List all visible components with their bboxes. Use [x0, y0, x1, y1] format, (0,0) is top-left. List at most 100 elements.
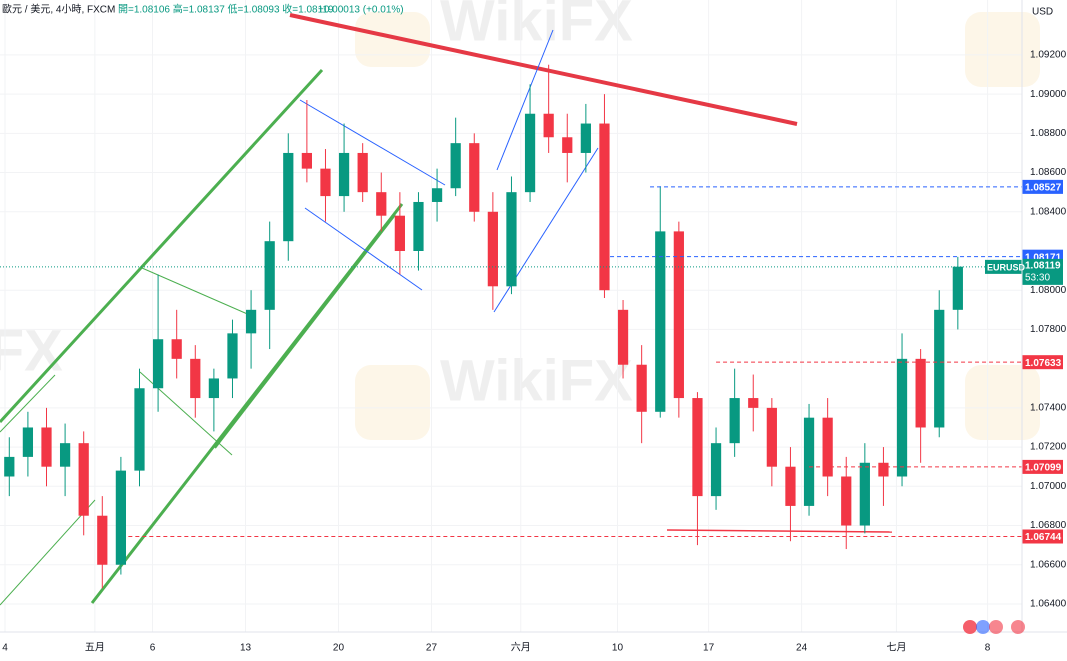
candle-body: [748, 398, 759, 408]
candle-body: [171, 339, 182, 359]
candle-body: [785, 466, 796, 506]
candle-body: [152, 339, 164, 389]
watermarks: WikiFX WikiFX WikiFX: [0, 0, 1040, 440]
trend-line: [214, 214, 396, 449]
candle-body: [599, 123, 610, 291]
icon: [1011, 620, 1025, 634]
candle-body: [636, 364, 647, 412]
watermark-logo: [965, 12, 1040, 87]
price-label-box: [1022, 355, 1063, 370]
y-tick-label: 1.07800: [1030, 324, 1067, 335]
watermark-logo: [965, 365, 1040, 440]
candle-body: [655, 231, 666, 412]
candle-body: [227, 333, 238, 379]
trend-line: [0, 374, 56, 433]
x-tick-label: 17: [703, 643, 715, 654]
x-tick-label: 五月: [85, 642, 105, 654]
candle-body: [208, 378, 219, 399]
candle-body: [952, 266, 963, 310]
candle-body: [524, 113, 536, 193]
countdown: 53:30: [1025, 273, 1050, 284]
x-tick-label: 24: [796, 643, 808, 654]
candle-body: [915, 358, 926, 428]
candle-body: [376, 192, 387, 216]
price-label-box: [1022, 459, 1063, 474]
symbol-box: [985, 259, 1022, 274]
x-tick-label: 27: [426, 643, 438, 654]
y-tick-label: 1.06600: [1030, 559, 1067, 570]
trend-line: [304, 207, 423, 291]
y-tick-label: 1.09000: [1030, 89, 1067, 100]
trend-line: [299, 99, 446, 186]
candle-body: [617, 309, 629, 365]
candle-body: [190, 358, 201, 399]
candle-body: [580, 123, 591, 153]
x-tick-label: 10: [612, 643, 624, 654]
price-label: 1.08527: [1025, 183, 1062, 194]
icon: [963, 620, 977, 634]
y-tick-label: 1.06800: [1030, 520, 1067, 531]
candle-body: [841, 476, 852, 526]
candle-body: [22, 427, 34, 457]
x-tick-label: 六月: [511, 642, 531, 654]
icons: [963, 620, 1025, 634]
trend-line: [496, 29, 554, 171]
watermark: WikiFX: [440, 0, 633, 53]
candle-body: [320, 168, 331, 197]
y-tick-label: 1.08800: [1030, 128, 1067, 139]
icon: [976, 620, 990, 634]
candle-body: [562, 137, 573, 153]
candle-body: [506, 192, 517, 287]
trend-line: [0, 68, 324, 424]
price-label-box: [1022, 529, 1063, 544]
y-tick-label: 1.08400: [1030, 206, 1067, 217]
currency: USD: [1032, 7, 1053, 18]
candle-body: [59, 443, 71, 467]
icon: [989, 620, 1003, 634]
trend-line: [0, 499, 96, 606]
candle-body: [878, 462, 889, 477]
y-tick-label: 1.08000: [1030, 285, 1067, 296]
candle-body: [822, 417, 833, 477]
candle-body: [97, 515, 108, 565]
price-label-box: [1022, 179, 1063, 194]
candle-body: [859, 462, 870, 526]
x-tick-label: 13: [240, 643, 252, 654]
watermark-logo: [355, 365, 430, 440]
candle-body: [431, 188, 443, 202]
y-tick-label: 1.09200: [1030, 50, 1067, 61]
price-label: 1.07633: [1025, 358, 1062, 369]
candle-body: [543, 113, 554, 138]
candle-body: [245, 309, 257, 334]
candle-body: [803, 417, 815, 506]
candle-body: [264, 241, 275, 310]
x-tick-label: 8: [985, 643, 991, 654]
candle-body: [896, 358, 908, 477]
price-label: 1.06744: [1025, 532, 1062, 543]
symbol-label: EURUSD: [987, 262, 1026, 272]
candle-body: [450, 143, 461, 189]
candle-body: [301, 152, 312, 169]
last-price-box: [1022, 258, 1063, 285]
candle-body: [4, 456, 15, 477]
trend-line: [666, 529, 893, 533]
candle-body: [357, 152, 368, 193]
y-tick-label: 1.08600: [1030, 167, 1067, 178]
x-tick-label: 6: [150, 643, 156, 654]
candle-body: [469, 143, 480, 212]
ohlc: 開=1.08106 高=1.08137 低=1.08093 收=1.08119: [118, 3, 334, 16]
candle-body: [78, 443, 89, 516]
symbol: 歐元 / 美元, 4小時, FXCM: [2, 3, 115, 16]
x-tick-label: 七月: [886, 642, 906, 654]
candle-body: [338, 152, 350, 197]
x-tick-label: 20: [333, 643, 345, 654]
candle-body: [692, 398, 703, 497]
candle-body: [413, 201, 424, 251]
y-tick-label: 1.07400: [1030, 403, 1067, 414]
price-label: 1.07099: [1025, 463, 1062, 474]
price-label: 1.08171: [1025, 252, 1062, 263]
candle-body: [710, 443, 722, 497]
candle-body: [766, 407, 777, 467]
